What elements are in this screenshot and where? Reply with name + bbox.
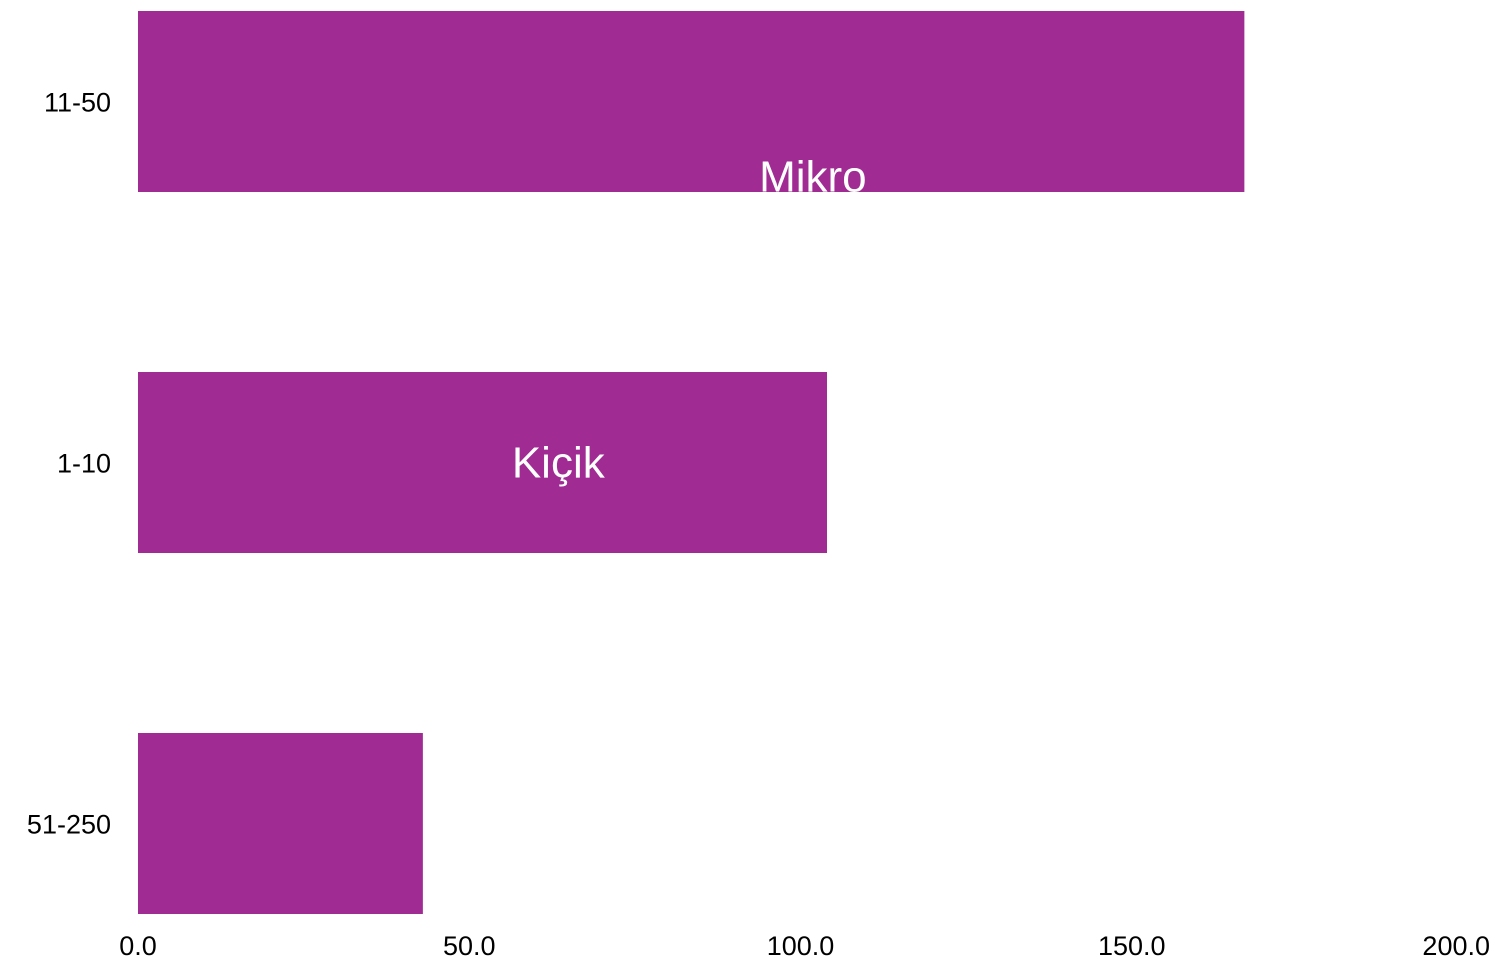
x-tick-label-0-0: 0.0 — [119, 931, 157, 961]
bar-51-250 — [138, 733, 423, 914]
x-tick-label-200-0: 200.0 — [1422, 931, 1490, 961]
x-tick-label-100-0: 100.0 — [767, 931, 835, 961]
bar-1-10 — [138, 372, 827, 553]
data-label-11-50: Mikro — [759, 153, 867, 202]
x-tick-label-50-0: 50.0 — [443, 931, 496, 961]
category-label-51-250: 51-250 — [27, 810, 111, 840]
x-tick-label-150-0: 150.0 — [1098, 931, 1166, 961]
bar-11-50 — [138, 11, 1245, 192]
category-label-1-10: 1-10 — [57, 449, 111, 479]
category-label-11-50: 11-50 — [44, 88, 111, 118]
data-label-1-10: Kiçik — [512, 439, 606, 488]
bars-group — [138, 11, 1245, 914]
category-labels-group: 11-50 1-10 51-250 — [27, 88, 111, 840]
data-labels-group: Mikro Kiçik — [512, 153, 867, 488]
x-tick-labels-group: 0.0 50.0 100.0 150.0 200.0 — [119, 931, 1490, 961]
